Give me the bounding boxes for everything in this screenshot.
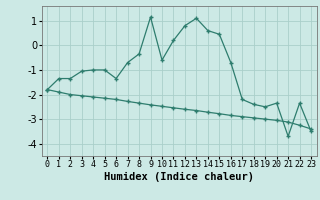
X-axis label: Humidex (Indice chaleur): Humidex (Indice chaleur) (104, 172, 254, 182)
